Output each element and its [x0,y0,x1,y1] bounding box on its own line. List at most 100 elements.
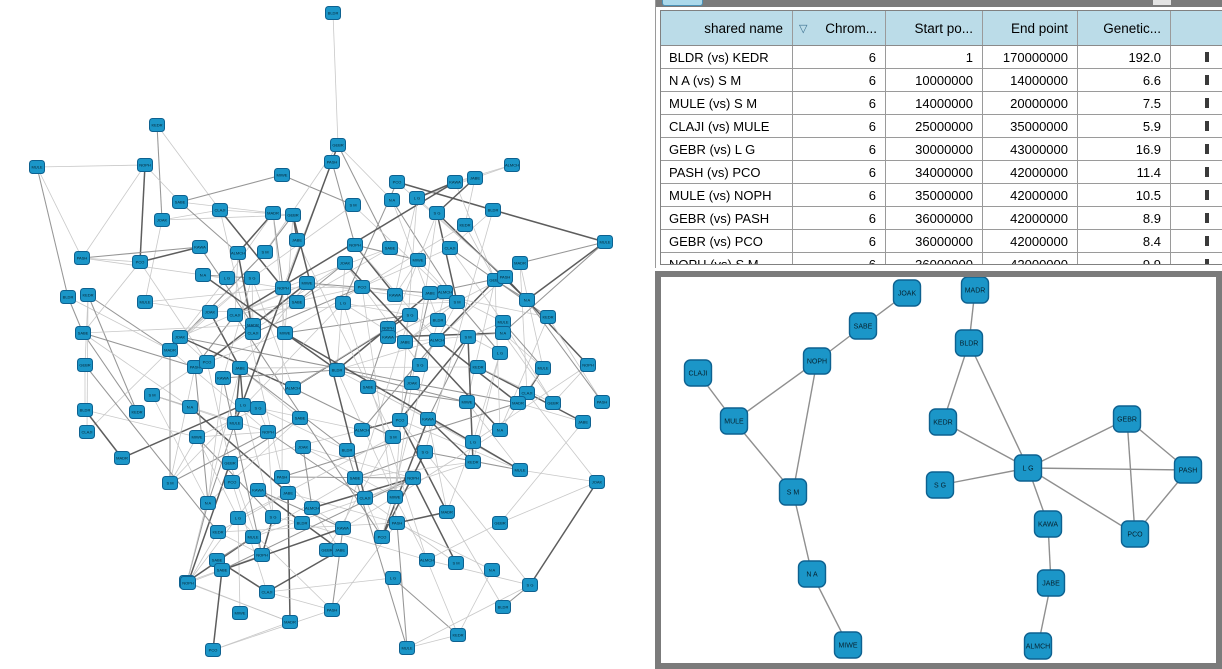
network-node-almch[interactable]: ALMCH [419,553,435,567]
network-node-s-m[interactable]: S M [448,556,464,570]
table-row[interactable]: BLDR (vs) KEDR 6 1 170000000 192.0 [661,46,1222,69]
network-node-pash[interactable]: PASH [594,395,610,409]
table-row[interactable]: GEBR (vs) L G 6 30000000 43000000 16.9 [661,138,1222,161]
network-node-sabe[interactable]: SABE [172,195,188,209]
network-node-bldr[interactable]: BLDR [77,403,93,417]
network-node-pco[interactable]: PCO [205,643,221,657]
network-node-mule[interactable]: MULE [597,235,613,249]
network-node-pco[interactable]: PCO [354,280,370,294]
network-node-jabe[interactable]: JABE [289,233,305,247]
network-node-madr[interactable]: MADR [265,206,281,220]
network-node-jabe[interactable]: JABE [467,171,483,185]
network-node-almch[interactable]: ALMCH [354,423,370,437]
filter-icon[interactable]: ▽ [799,22,808,35]
network-node-kedr[interactable]: KEDR [80,288,96,302]
network-node-noph[interactable]: NOPH [254,548,270,562]
network-node-madr[interactable]: MADR [439,505,455,519]
network-node-joak[interactable]: JOAK [154,213,170,227]
network-node-madr[interactable]: MADR [510,396,526,410]
network-node-noph[interactable]: NOPH [137,158,153,172]
network-node-claji[interactable]: CLAJI [212,203,228,217]
network-node-miwe[interactable]: MIWE [299,276,315,290]
network-node-s-g[interactable]: S G [522,578,538,592]
network-node-noph[interactable]: NOPH [347,238,363,252]
network-node-miwe[interactable]: MIWE [277,326,293,340]
column-header-end-point[interactable]: End point [983,11,1078,45]
network-node-kedr[interactable]: KEDR [450,628,466,642]
network-node-gebr[interactable]: GEBR [77,358,93,372]
network-node-l-g[interactable]: L G [492,346,508,360]
network-node-s-g[interactable]: S G [265,510,281,524]
network-node-sabe[interactable]: SABE [347,471,363,485]
network-node-kawa[interactable]: KAWA [215,371,231,385]
network-node-noph[interactable]: NOPH [405,471,421,485]
network-node-jabe[interactable]: JABE [280,486,296,500]
network-node-pash[interactable]: PASH [274,470,290,484]
network-node-s-m[interactable]: S M [162,476,178,490]
network-node-kawa[interactable]: KAWA [1033,510,1063,538]
network-node-mule[interactable]: MULE [227,416,243,430]
network-node-l-g[interactable]: L G [465,435,481,449]
column-header-genetic-[interactable]: Genetic... [1078,11,1171,45]
network-node-l-g[interactable]: L G [1013,454,1043,482]
network-node-bldr[interactable]: BLDR [430,313,446,327]
network-node-kedr[interactable]: KEDR [928,408,958,436]
column-header-shared-name[interactable]: shared name [661,11,793,45]
network-node-noph[interactable]: NOPH [802,347,832,375]
network-node-joak[interactable]: JOAK [404,376,420,390]
network-node-pco[interactable]: PCO [199,355,215,369]
network-node-miwe[interactable]: MIWE [459,395,475,409]
network-node-kedr[interactable]: KEDR [129,405,145,419]
network-node-bldr[interactable]: BLDR [485,203,501,217]
network-node-l-g[interactable]: L G [335,296,351,310]
network-node-pco[interactable]: PCO [389,175,405,189]
table-row[interactable]: PASH (vs) PCO 6 34000000 42000000 11.4 [661,161,1222,184]
network-node-l-g[interactable]: L G [409,191,425,205]
network-node-pco[interactable]: PCO [392,413,408,427]
network-node-n-a[interactable]: N A [384,193,400,207]
network-node-jabe[interactable]: JABE [575,415,591,429]
network-node-pash[interactable]: PASH [74,251,90,265]
network-node-kawa[interactable]: KAWA [380,330,396,344]
network-node-noph[interactable]: NOPH [580,358,596,372]
network-node-sabe[interactable]: SABE [289,295,305,309]
network-node-kawa[interactable]: KAWA [420,412,436,426]
network-node-sabe[interactable]: SABE [75,326,91,340]
network-node-s-m[interactable]: S M [460,330,476,344]
network-node-pash[interactable]: PASH [389,516,405,530]
table-row[interactable]: GEBR (vs) PCO 6 36000000 42000000 8.4 [661,230,1222,253]
network-node-pash[interactable]: PASH [324,155,340,169]
network-node-madr[interactable]: MADR [114,451,130,465]
network-node-l-g[interactable]: L G [230,511,246,525]
network-node-s-m[interactable]: S M [144,388,160,402]
network-node-s-m[interactable]: S M [345,198,361,212]
network-node-kawa[interactable]: KAWA [335,521,351,535]
network-node-miwe[interactable]: MIWE [232,606,248,620]
main-network-panel[interactable]: BLDR KEDR MULE NOPH SABE JOAK CLAJI MIWE MADR GEB… [0,0,655,669]
network-node-pco[interactable]: PCO [224,475,240,489]
network-node-mule[interactable]: MULE [137,295,153,309]
network-node-pash[interactable]: PASH [497,270,513,284]
network-node-s-g[interactable]: S G [417,445,433,459]
table-row[interactable]: NOPH (vs) S M 6 36000000 42000000 9.9 [661,253,1222,264]
network-node-pash[interactable]: PASH [324,603,340,617]
network-node-bldr[interactable]: BLDR [329,363,345,377]
network-node-sabe[interactable]: SABE [214,563,230,577]
table-row[interactable]: GEBR (vs) PASH 6 36000000 42000000 8.9 [661,207,1222,230]
network-node-kedr[interactable]: KEDR [210,525,226,539]
network-node-miwe[interactable]: MIWE [410,253,426,267]
network-node-gebr[interactable]: GEBR [222,456,238,470]
network-node-claji[interactable]: CLAJI [683,359,713,387]
network-node-joak[interactable]: JOAK [295,440,311,454]
network-node-kawa[interactable]: KAWA [447,175,463,189]
network-node-gebr[interactable]: GEBR [545,396,561,410]
network-node-n-a[interactable]: N A [492,423,508,437]
network-node-mule[interactable]: MULE [719,407,749,435]
network-node-bldr[interactable]: BLDR [294,516,310,530]
network-node-bldr[interactable]: BLDR [339,443,355,457]
network-node-s-g[interactable]: S G [412,358,428,372]
network-node-kedr[interactable]: KEDR [457,218,473,232]
network-node-s-m[interactable]: S M [449,295,465,309]
network-node-joak[interactable]: JOAK [589,475,605,489]
network-node-noph[interactable]: NOPH [260,425,276,439]
